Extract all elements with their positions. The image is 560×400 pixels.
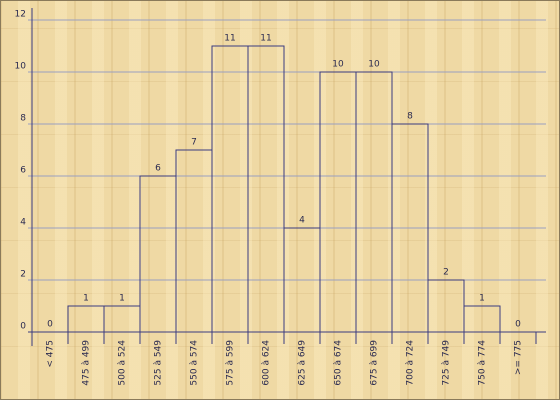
x-tick-label: 725 à 749 xyxy=(442,340,452,386)
x-tick-label: 550 à 574 xyxy=(190,340,200,386)
value-label: 10 xyxy=(368,60,380,70)
x-tick-label: 625 à 649 xyxy=(298,340,308,386)
value-label: 4 xyxy=(299,216,305,226)
bar xyxy=(427,279,465,333)
x-tick-label: 675 à 699 xyxy=(370,340,380,386)
y-tick-label: 2 xyxy=(20,270,26,280)
bar xyxy=(247,45,285,333)
bar xyxy=(391,123,429,333)
x-tick-label: < 475 xyxy=(46,340,56,368)
bar xyxy=(319,71,357,333)
x-tick-label: 750 à 774 xyxy=(478,340,488,386)
value-label: 1 xyxy=(83,294,89,304)
x-tick-label: 475 à 499 xyxy=(82,340,92,386)
x-tick-label: 600 à 624 xyxy=(262,340,272,386)
x-tick-label: >= 775 xyxy=(514,340,524,375)
value-label: 10 xyxy=(332,60,344,70)
bar xyxy=(211,45,249,333)
y-tick-label: 8 xyxy=(20,114,26,124)
bar xyxy=(139,175,177,333)
x-tick-label: 525 à 549 xyxy=(154,340,164,386)
bar xyxy=(463,305,501,333)
value-label: 1 xyxy=(119,294,125,304)
value-label: 8 xyxy=(407,112,413,122)
y-tick-label: 4 xyxy=(20,218,26,228)
x-tick-label: 700 à 724 xyxy=(406,340,416,386)
value-label: 6 xyxy=(155,164,161,174)
y-tick-label: 10 xyxy=(15,62,27,72)
y-tick-label: 0 xyxy=(20,322,26,332)
y-tick-label: 6 xyxy=(20,166,26,176)
value-label: 0 xyxy=(515,320,521,330)
bar xyxy=(103,305,141,333)
bar xyxy=(67,305,105,333)
value-label: 2 xyxy=(443,268,449,278)
value-label: 11 xyxy=(260,34,271,44)
value-label: 0 xyxy=(47,320,53,330)
x-tick-label: 575 à 599 xyxy=(226,340,236,386)
value-label: 1 xyxy=(479,294,485,304)
x-tick-label: 650 à 674 xyxy=(334,340,344,386)
bar xyxy=(355,71,393,333)
bar xyxy=(175,149,213,333)
value-label: 7 xyxy=(191,138,197,148)
x-tick-label: 500 à 524 xyxy=(118,340,128,386)
value-label: 11 xyxy=(224,34,235,44)
y-tick-label: 12 xyxy=(15,10,26,20)
